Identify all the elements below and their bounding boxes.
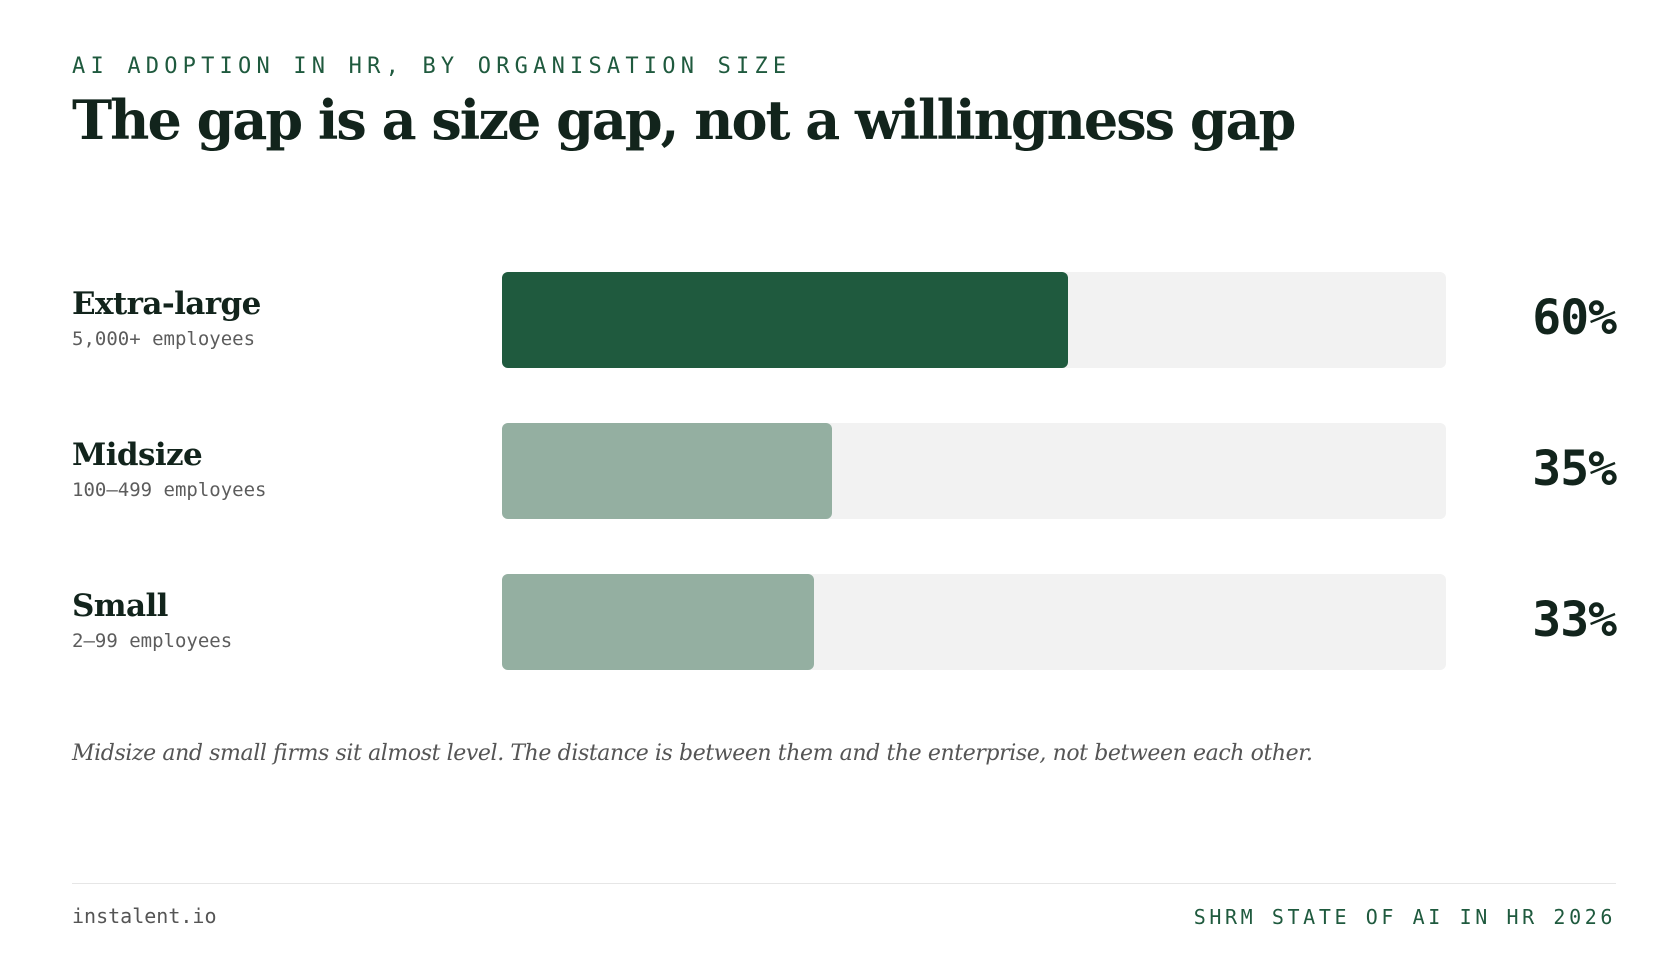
bar-track: [502, 574, 1446, 670]
category-label: Small: [72, 588, 168, 624]
value-label: 35%: [1532, 441, 1617, 497]
value-label: 60%: [1532, 290, 1617, 346]
chart-title: The gap is a size gap, not a willingness…: [72, 88, 1296, 152]
bar-midsize: [502, 423, 832, 519]
bar-track: [502, 423, 1446, 519]
bar-row-midsize: Midsize 100–499 employees 35%: [0, 423, 1680, 521]
footer-site: instalent.io: [72, 904, 217, 928]
category-label: Midsize: [72, 437, 203, 473]
bar-row-extra-large: Extra-large 5,000+ employees 60%: [0, 272, 1680, 370]
category-label: Extra-large: [72, 286, 261, 322]
chart-eyebrow: AI ADOPTION IN HR, BY ORGANISATION SIZE: [72, 54, 792, 79]
footer-divider: [72, 883, 1616, 884]
bar-row-small: Small 2–99 employees 33%: [0, 574, 1680, 672]
chart-note: Midsize and small firms sit almost level…: [72, 741, 1313, 766]
value-label: 33%: [1532, 592, 1617, 648]
footer-source: SHRM STATE OF AI IN HR 2026: [1193, 905, 1616, 929]
category-subtitle: 5,000+ employees: [72, 328, 256, 350]
category-subtitle: 100–499 employees: [72, 479, 267, 501]
bar-extra-large: [502, 272, 1068, 368]
bar-small: [502, 574, 814, 670]
bar-track: [502, 272, 1446, 368]
category-subtitle: 2–99 employees: [72, 630, 233, 652]
